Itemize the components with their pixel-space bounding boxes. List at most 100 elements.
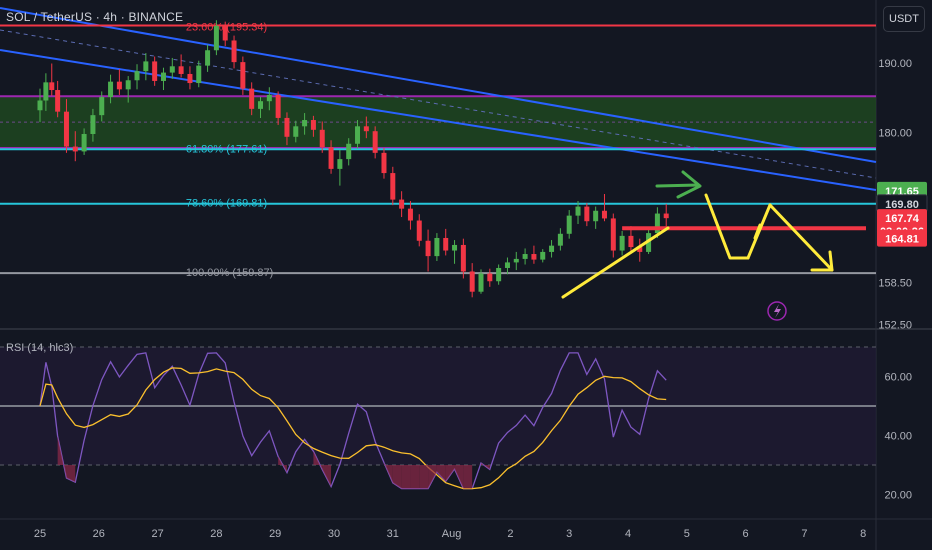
lightning-icon[interactable] [767, 301, 787, 321]
rsi-oversold-fill [278, 456, 287, 473]
candle [43, 82, 49, 101]
chart-title: SOL / TetherUS · 4h · BINANCE [6, 10, 184, 24]
fib-label-3: 100.00% (159.87) [186, 267, 273, 279]
candle [213, 25, 219, 51]
rsi-ma-line [39, 367, 667, 490]
rsi-title: RSI (14, hlc3) [6, 342, 74, 354]
candle [196, 65, 202, 84]
candle [37, 100, 43, 111]
candle [222, 25, 228, 41]
candle [231, 40, 237, 63]
candle [593, 210, 599, 222]
candle [443, 237, 449, 251]
candle [575, 206, 581, 216]
candle [258, 101, 263, 109]
time-tick-label: 7 [801, 528, 807, 540]
candle [416, 220, 422, 241]
candle [637, 247, 643, 252]
candle [187, 73, 193, 84]
candle [496, 267, 502, 282]
rsi-oversold-fill [57, 435, 67, 478]
candle [346, 143, 352, 160]
time-tick-label: 3 [566, 528, 572, 540]
candle [125, 80, 131, 90]
candle [584, 206, 590, 222]
candle [460, 244, 466, 272]
time-tick-label: 8 [860, 528, 866, 540]
rsi-oversold-fill [392, 465, 402, 489]
candle [240, 62, 246, 89]
price-tag-text-4: 164.81 [885, 234, 919, 246]
candle [152, 61, 158, 81]
rsi-tick-label: 20.00 [884, 490, 912, 502]
time-tick-label: 4 [625, 528, 631, 540]
candle [143, 61, 149, 72]
rsi-oversold-fill [401, 465, 411, 489]
time-tick-label: 2 [507, 528, 513, 540]
time-tick-label: 31 [387, 528, 399, 540]
time-tick-label: 5 [684, 528, 690, 540]
candle [399, 199, 405, 209]
time-tick-label: 28 [210, 528, 222, 540]
candle [310, 120, 316, 130]
time-tick-label: 25 [34, 528, 46, 540]
candle [178, 66, 184, 74]
time-tick-label: 27 [151, 528, 163, 540]
rsi-oversold-fill [322, 465, 332, 487]
candle [108, 81, 114, 98]
rsi-tick-label: 60.00 [884, 372, 912, 384]
candle [549, 245, 555, 252]
rsi-oversold-fill [383, 462, 393, 483]
price-tag-4 [877, 229, 927, 247]
candle [275, 94, 281, 118]
rsi-oversold-fill [445, 465, 455, 482]
candle [284, 117, 290, 137]
candle [601, 210, 607, 219]
candle [504, 262, 510, 268]
time-tick-label: 26 [93, 528, 105, 540]
candle [531, 254, 537, 260]
candle [90, 115, 96, 134]
candle [381, 152, 387, 174]
currency-button[interactable]: USDT [883, 6, 925, 32]
candle [160, 72, 166, 81]
projection-arrowhead-green [676, 170, 702, 199]
price-tick-label: 152.50 [878, 320, 912, 332]
candle [478, 273, 484, 292]
projection-tick [753, 223, 762, 240]
projection-arrow-green-shaft [655, 183, 700, 188]
rsi-oversold-fill [419, 465, 429, 489]
candle [266, 94, 272, 102]
fib-label-1: 61.80% (177.61) [186, 143, 267, 155]
rsi-oversold-fill [410, 465, 420, 489]
candle [390, 173, 396, 200]
candle [654, 213, 660, 234]
candle [337, 159, 343, 169]
trendline-upper [0, 7, 877, 163]
price-tick-label: 190.00 [878, 58, 912, 70]
price-tag-2 [877, 209, 927, 227]
candle [663, 213, 669, 219]
candle [434, 237, 440, 257]
candle [72, 146, 78, 152]
candle [319, 129, 325, 148]
rsi-line [39, 352, 667, 490]
time-tick-label: 6 [743, 528, 749, 540]
projection-arrow-down-2 [768, 203, 834, 272]
candle [293, 126, 299, 137]
candle [363, 126, 369, 132]
candle [522, 254, 528, 259]
candle [487, 273, 493, 282]
candle [249, 88, 255, 109]
time-tick-label: 30 [328, 528, 340, 540]
candle [99, 97, 105, 116]
time-tick-label: Aug [442, 528, 462, 540]
candle [540, 251, 546, 260]
candle [205, 50, 211, 66]
candle [302, 120, 308, 127]
rsi-oversold-fill [481, 462, 490, 470]
rsi-oversold-fill [66, 465, 76, 483]
candle [169, 66, 175, 73]
time-tick-label: 29 [269, 528, 281, 540]
